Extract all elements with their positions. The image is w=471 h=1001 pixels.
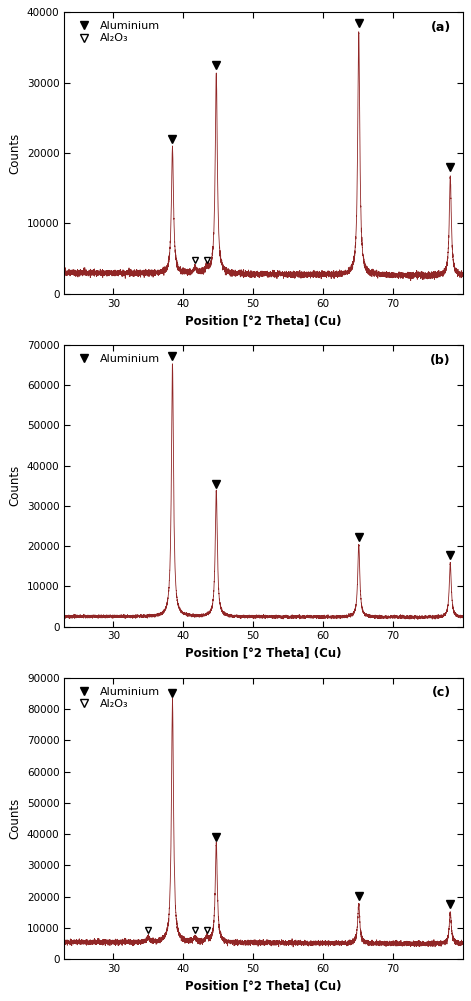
X-axis label: Position [°2 Theta] (Cu): Position [°2 Theta] (Cu) [185, 314, 342, 327]
Y-axis label: Counts: Counts [8, 132, 21, 174]
Text: (c): (c) [431, 687, 451, 700]
Text: (b): (b) [430, 353, 451, 366]
Legend: Aluminium, Al₂O₃: Aluminium, Al₂O₃ [70, 18, 163, 47]
Y-axis label: Counts: Counts [8, 798, 21, 839]
Text: (a): (a) [430, 21, 451, 34]
X-axis label: Position [°2 Theta] (Cu): Position [°2 Theta] (Cu) [185, 647, 342, 660]
Y-axis label: Counts: Counts [8, 465, 21, 507]
X-axis label: Position [°2 Theta] (Cu): Position [°2 Theta] (Cu) [185, 980, 342, 993]
Legend: Aluminium, Al₂O₃: Aluminium, Al₂O₃ [70, 684, 163, 713]
Legend: Aluminium: Aluminium [70, 350, 163, 367]
